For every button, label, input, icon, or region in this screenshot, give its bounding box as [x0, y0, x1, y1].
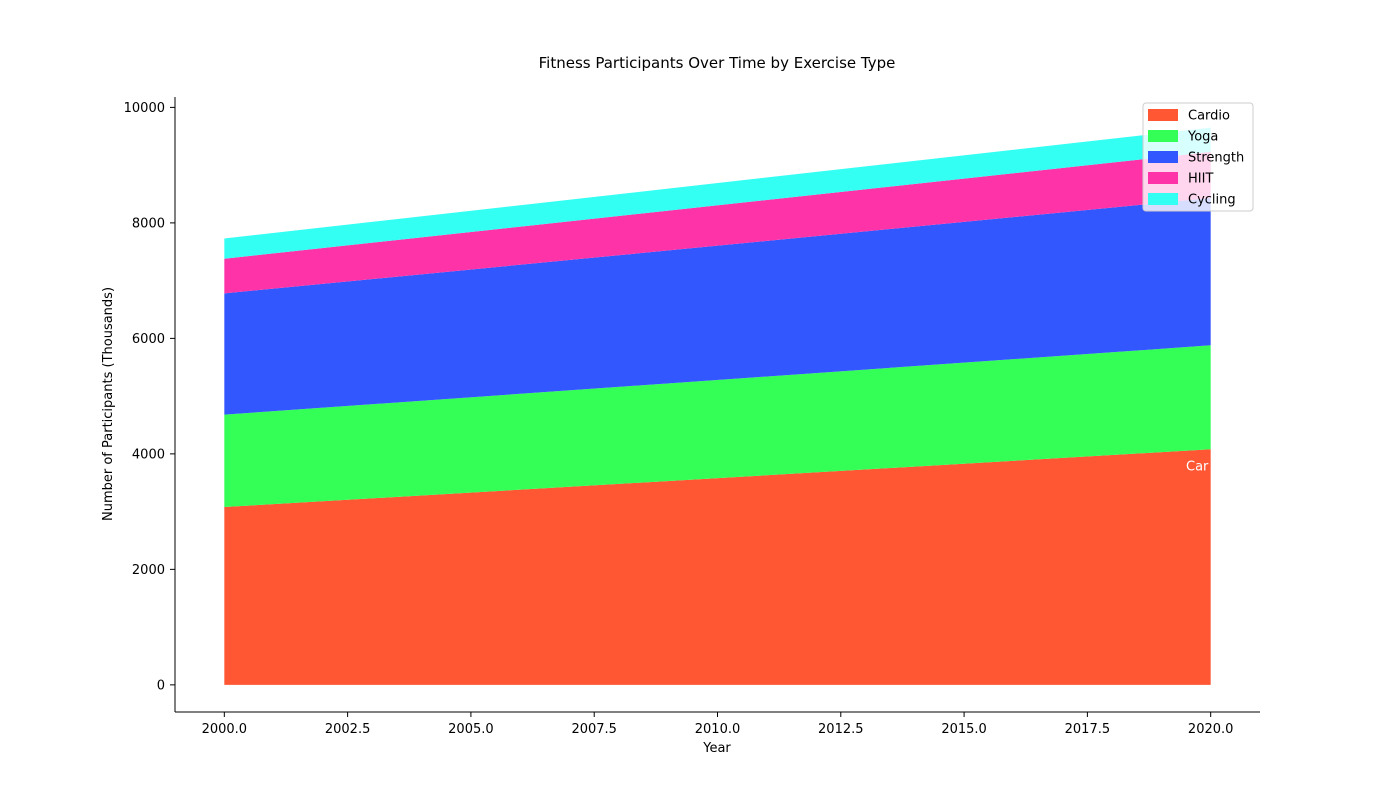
legend-swatch-yoga [1148, 130, 1178, 142]
x-ticks: 2000.0 2002.5 2005.0 2007.5 2010.0 2012.5 2015… [202, 712, 1234, 737]
legend-swatch-strength [1148, 151, 1178, 163]
x-tick-label: 2005.0 [448, 722, 494, 737]
chart-title: Fitness Participants Over Time by Exerci… [539, 54, 896, 72]
y-tick-label: 10000 [124, 101, 165, 116]
x-axis-label: Year [702, 741, 731, 756]
area-hiit [224, 151, 1211, 294]
y-tick-label: 4000 [132, 447, 165, 462]
legend: Cardio Yoga Strength HIIT Cycling [1142, 102, 1254, 212]
area-cardio [224, 449, 1211, 685]
legend-label-strength: Strength [1188, 151, 1244, 166]
area-strength [224, 198, 1211, 415]
x-tick-label: 2020.0 [1188, 722, 1234, 737]
annotation-group: Car [1186, 460, 1209, 475]
area-cycling [224, 127, 1211, 259]
x-tick-label: 2015.0 [941, 722, 987, 737]
areas-group [224, 127, 1211, 685]
legend-label-cardio: Cardio [1188, 109, 1230, 124]
y-tick-label: 0 [157, 678, 165, 693]
area-annotation: Car [1186, 460, 1209, 475]
y-axis-label: Number of Participants (Thousands) [101, 287, 116, 521]
legend-swatch-cycling [1148, 193, 1178, 205]
legend-label-yoga: Yoga [1187, 130, 1218, 145]
x-tick-label: 2007.5 [571, 722, 617, 737]
legend-label-cycling: Cycling [1188, 193, 1236, 208]
x-tick-label: 2017.5 [1065, 722, 1111, 737]
x-tick-label: 2002.5 [325, 722, 371, 737]
legend-swatch-cardio [1148, 109, 1178, 121]
y-ticks: 0 2000 4000 6000 8000 10000 [124, 101, 175, 693]
x-tick-label: 2000.0 [202, 722, 248, 737]
y-tick-label: 8000 [132, 216, 165, 231]
y-tick-label: 2000 [132, 563, 165, 578]
area-yoga [224, 345, 1211, 507]
legend-label-hiit: HIIT [1188, 172, 1213, 187]
x-tick-label: 2010.0 [695, 722, 741, 737]
y-tick-label: 6000 [132, 332, 165, 347]
x-tick-label: 2012.5 [818, 722, 864, 737]
legend-swatch-hiit [1148, 172, 1178, 184]
